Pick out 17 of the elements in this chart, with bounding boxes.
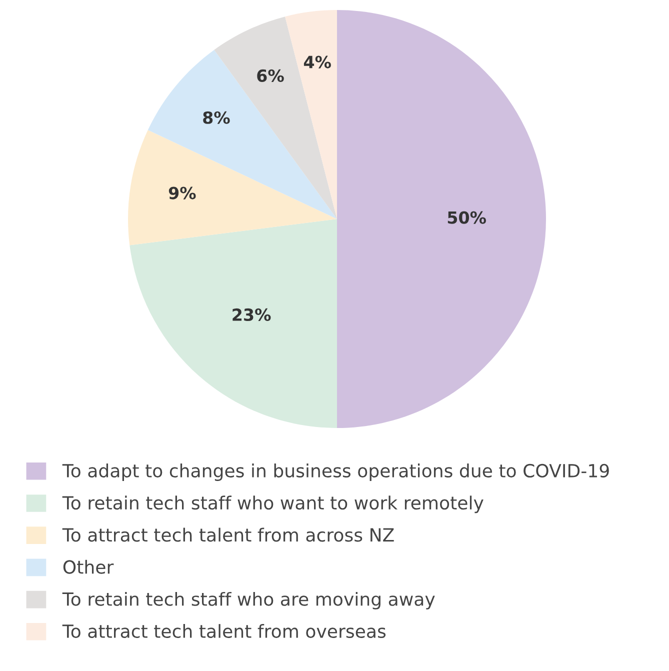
legend-label: To retain tech staff who want to work remotely	[62, 496, 484, 514]
data-label: 4%	[304, 56, 331, 68]
data-label: 8%	[203, 111, 230, 124]
legend-label: To adapt to changes in business operations due to COVID-19	[62, 464, 609, 482]
pie-slice	[285, 10, 337, 219]
data-label: 50%	[448, 211, 486, 224]
legend-label: Other	[63, 560, 114, 574]
data-label: 23%	[232, 308, 271, 322]
pie-slice	[128, 130, 337, 246]
pie-slice	[337, 10, 546, 428]
data-label: 6%	[257, 69, 284, 82]
legend-label: To retain tech staff who are moving away	[62, 592, 435, 610]
pie-slice	[148, 50, 337, 219]
legend-label: To attract tech talent from overseas	[62, 624, 386, 638]
pie-slice	[130, 219, 337, 428]
data-label: 9%	[168, 186, 196, 200]
legend-label: To attract tech talent from across NZ	[62, 528, 394, 542]
